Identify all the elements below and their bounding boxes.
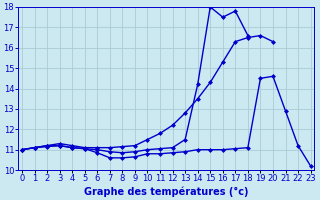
X-axis label: Graphe des températures (°c): Graphe des températures (°c) <box>84 186 249 197</box>
